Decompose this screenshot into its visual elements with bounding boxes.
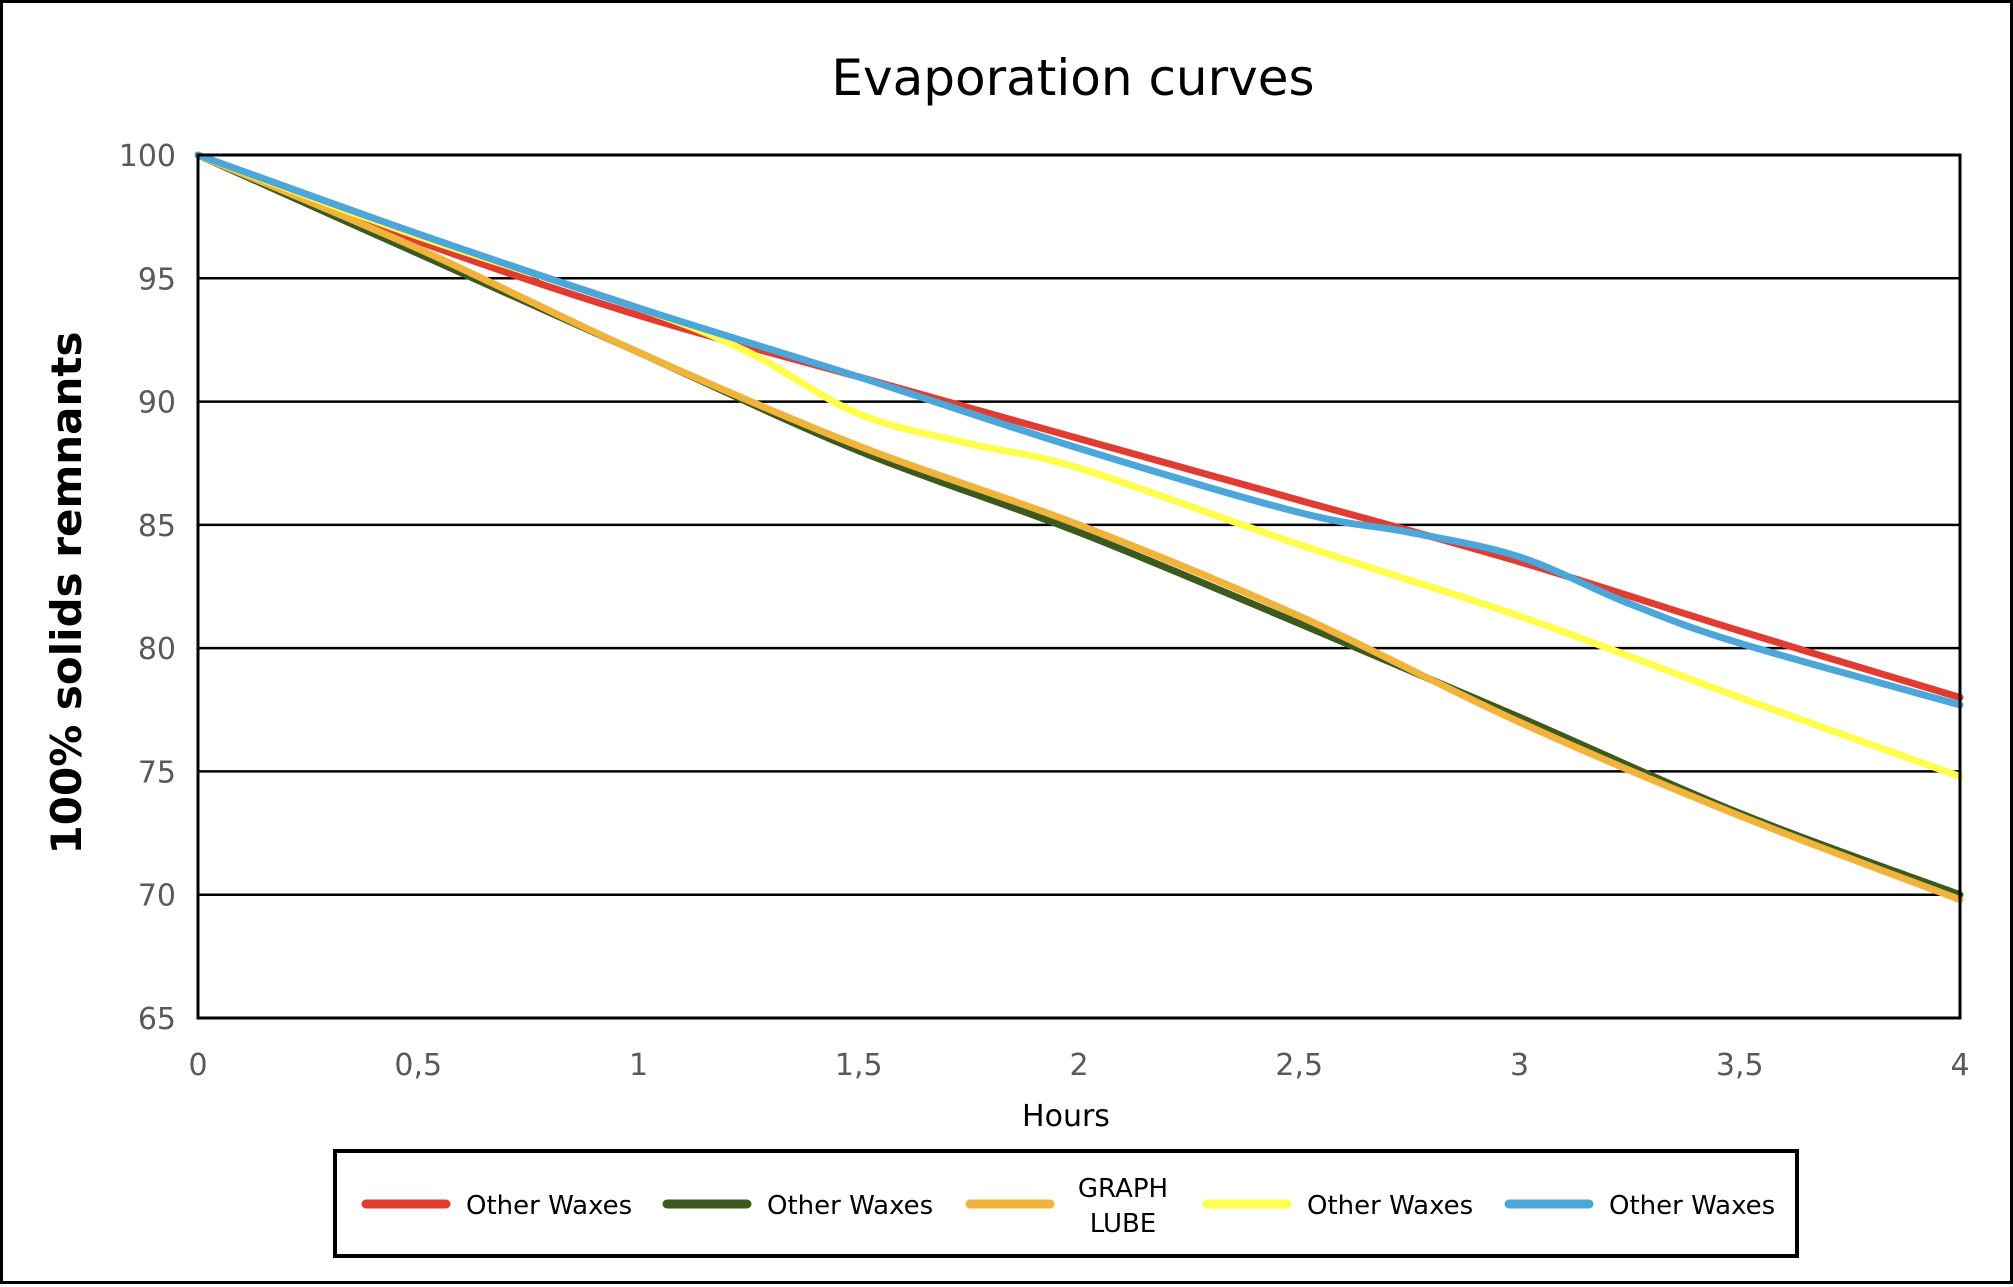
legend-label-3-line2: LUBE	[1090, 1209, 1157, 1239]
y-tick-label-1: 70	[138, 879, 176, 914]
y-tick-label-5: 90	[138, 386, 176, 421]
series-lines	[194, 151, 1964, 904]
grid-lines	[198, 277, 1960, 896]
legend: Other Waxes Other Waxes GRAPH LUBE Other Wax…	[361, 1174, 1775, 1239]
x-tick-label-8: 4	[1950, 1048, 1969, 1083]
legend-label-5: Other Waxes	[1609, 1191, 1775, 1221]
y-tick-labels: 65 70 75 80 85 90 95 100	[119, 139, 176, 1037]
series-line-5	[194, 151, 1964, 709]
x-tick-label-1: 0,5	[394, 1048, 442, 1083]
legend-label-4: Other Waxes	[1307, 1191, 1473, 1221]
legend-label-2: Other Waxes	[767, 1191, 933, 1221]
evaporation-chart: Evaporation curves 100% solids remnants …	[42, 49, 1970, 1258]
y-tick-label-2: 75	[138, 755, 176, 790]
y-tick-label-7: 100	[119, 139, 176, 174]
y-tick-label-0: 65	[138, 1002, 176, 1037]
x-tick-label-2: 1	[629, 1048, 648, 1083]
plot-area	[196, 153, 1962, 1020]
series-line-1	[194, 151, 1964, 701]
y-tick-label-6: 95	[138, 262, 176, 297]
x-tick-label-0: 0	[188, 1048, 207, 1083]
series-line-3	[194, 151, 1964, 904]
chart-title: Evaporation curves	[831, 49, 1314, 107]
x-axis-label: Hours	[1022, 1099, 1110, 1134]
plot-border-overlay	[196, 153, 1962, 1020]
y-axis-label: 100% solids remnants	[42, 332, 91, 855]
legend-label-3-line1: GRAPH	[1078, 1174, 1168, 1204]
legend-label-1: Other Waxes	[466, 1191, 632, 1221]
x-tick-label-6: 3	[1510, 1048, 1529, 1083]
x-tick-labels: 0 0,5 1 1,5 2 2,5 3 3,5 4	[188, 1048, 1969, 1083]
x-tick-label-3: 1,5	[835, 1048, 883, 1083]
x-tick-label-5: 2,5	[1275, 1048, 1323, 1083]
x-tick-label-4: 2	[1069, 1048, 1088, 1083]
x-tick-label-7: 3,5	[1716, 1048, 1764, 1083]
y-tick-label-3: 80	[138, 632, 176, 667]
y-tick-label-4: 85	[138, 509, 176, 544]
